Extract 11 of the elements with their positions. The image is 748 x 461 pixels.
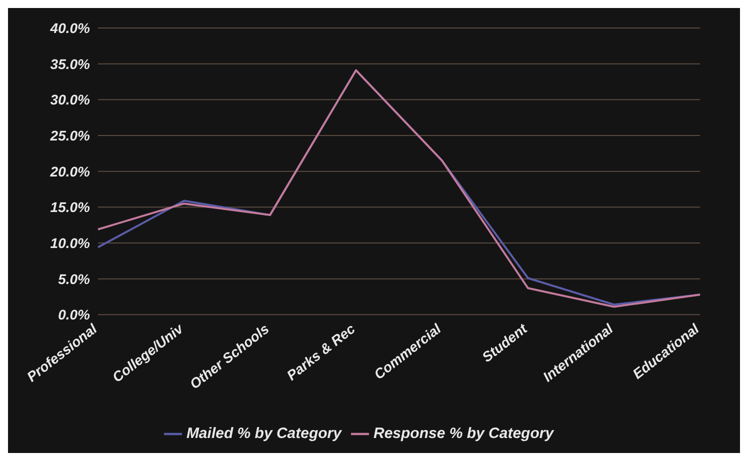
legend-label: Response % by Category — [373, 424, 554, 442]
y-tick-label: 30.0% — [50, 92, 91, 108]
legend-label: Mailed % by Category — [186, 424, 342, 442]
y-tick-label: 35.0% — [50, 56, 91, 72]
y-tick-label: 15.0% — [50, 199, 91, 216]
y-tick-label: 25.0% — [49, 127, 91, 144]
y-tick-label: 5.0% — [58, 270, 91, 287]
y-tick-label: 10.0% — [50, 234, 91, 251]
y-tick-label: 40.0% — [49, 20, 91, 36]
y-tick-label: 20.0% — [49, 163, 91, 180]
y-tick-label: 0.0% — [58, 306, 91, 323]
